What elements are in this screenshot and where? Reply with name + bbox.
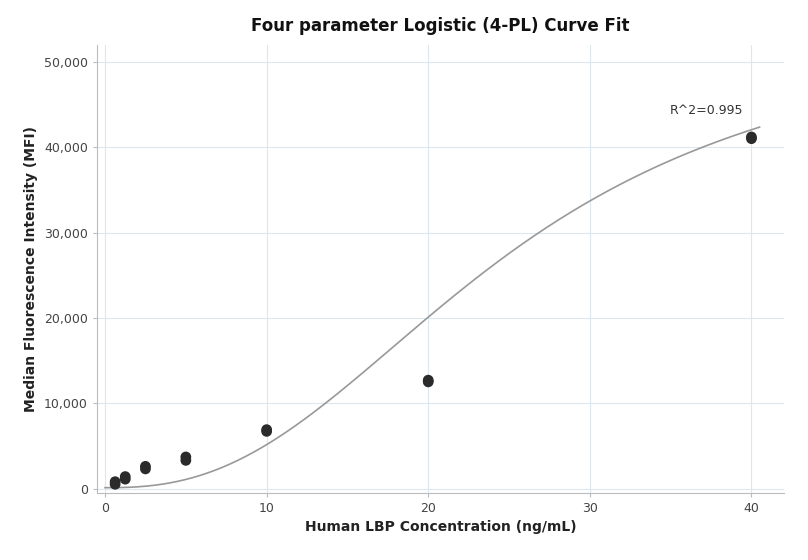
Point [260,425,273,434]
Y-axis label: Median Fluorescence Intensity (MFI): Median Fluorescence Intensity (MFI) [24,126,38,412]
Point [108,477,121,486]
Point [119,475,132,484]
Point [260,427,273,436]
Point [422,377,435,386]
Text: R^2=0.995: R^2=0.995 [670,104,743,118]
Point [422,376,435,385]
Point [179,452,192,461]
Point [108,480,121,489]
X-axis label: Human LBP Concentration (ng/mL): Human LBP Concentration (ng/mL) [305,520,576,534]
Point [745,133,758,142]
Point [139,462,152,471]
Title: Four parameter Logistic (4-PL) Curve Fit: Four parameter Logistic (4-PL) Curve Fit [251,17,629,35]
Point [139,464,152,473]
Point [745,134,758,143]
Point [179,456,192,465]
Point [119,472,132,481]
